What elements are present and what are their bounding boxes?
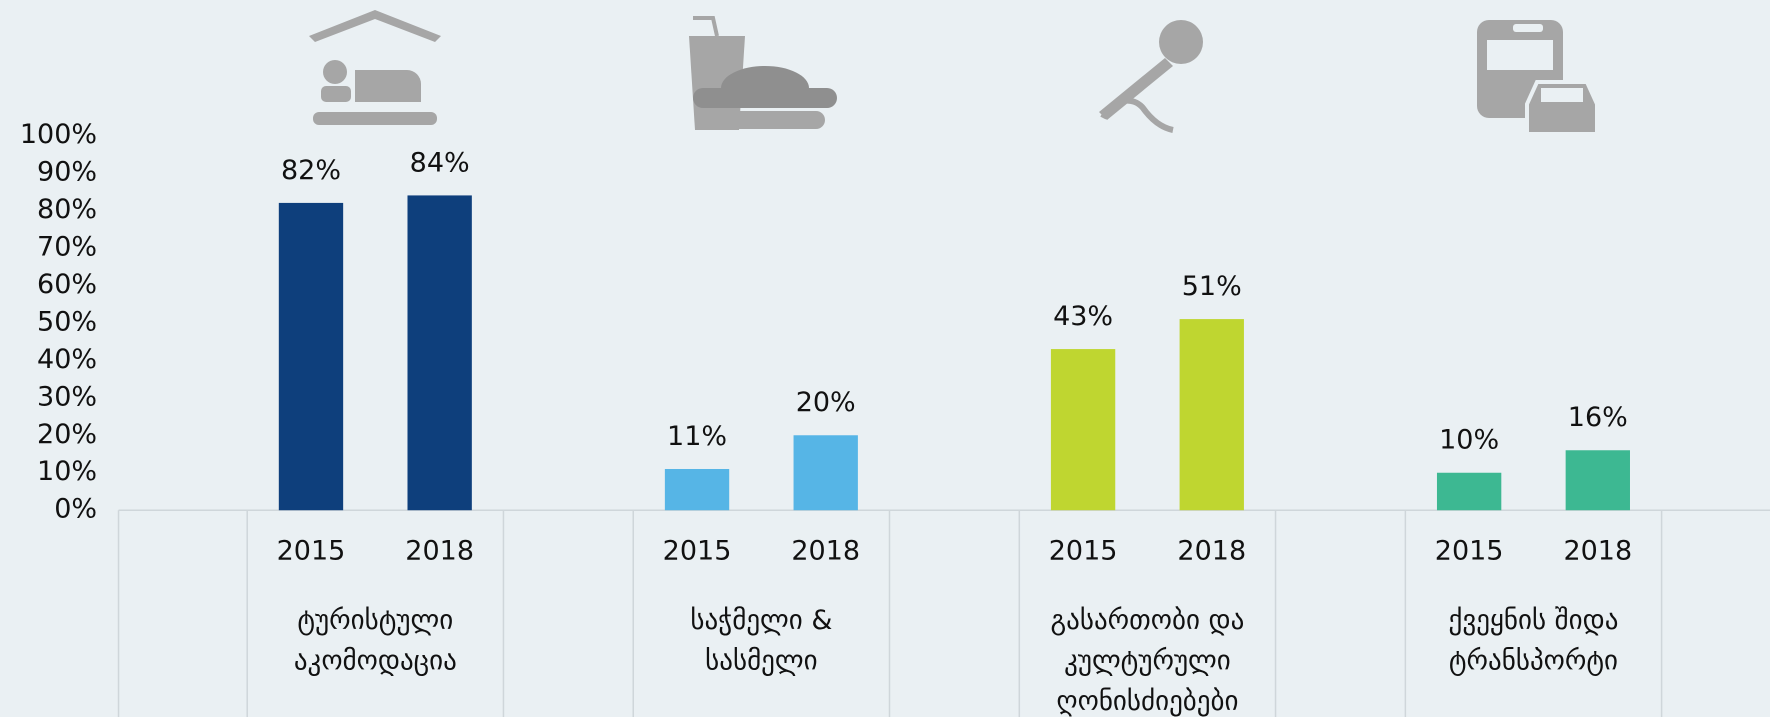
x-tick-label: 2015	[663, 535, 732, 566]
bar	[1050, 349, 1116, 511]
x-tick-label: 2018	[1177, 535, 1246, 566]
x-tick-label: 2018	[405, 535, 474, 566]
y-tick-label: 40%	[37, 344, 97, 375]
y-tick-label: 30%	[37, 381, 97, 412]
value-label: 84%	[410, 147, 470, 178]
category-label: საჭმელი & სასმელი	[690, 604, 832, 676]
value-label: 51%	[1182, 271, 1242, 302]
icon-bed	[309, 10, 441, 125]
category-label: ქვეყნის შიდა ტრანსპორტი	[1449, 604, 1619, 676]
x-tick-label: 2015	[1049, 535, 1118, 566]
y-tick-label: 80%	[37, 194, 97, 225]
icon-microphone	[1099, 20, 1203, 133]
category-label: ტურისტული აკომოდაცია	[294, 604, 457, 676]
icon-transport	[1477, 20, 1599, 136]
bar	[1436, 472, 1502, 511]
icon-food	[689, 16, 837, 130]
bar	[1179, 319, 1244, 511]
value-label: 11%	[667, 421, 727, 452]
bar	[278, 202, 344, 511]
value-label: 20%	[796, 387, 856, 418]
y-tick-label: 20%	[37, 419, 97, 450]
value-label: 43%	[1053, 301, 1113, 332]
y-tick-label: 0%	[54, 494, 97, 525]
value-label: 10%	[1439, 425, 1499, 456]
bar	[407, 195, 472, 511]
x-tick-label: 2018	[1563, 535, 1632, 566]
value-label: 16%	[1568, 402, 1628, 433]
y-tick-label: 10%	[37, 456, 97, 487]
value-label: 82%	[281, 155, 341, 186]
y-tick-label: 100%	[20, 119, 97, 150]
category-label: გასართობი და კულტურული ღონისძიებები	[1050, 604, 1244, 716]
y-tick-label: 90%	[37, 156, 97, 187]
x-tick-label: 2018	[791, 535, 860, 566]
y-tick-label: 60%	[37, 269, 97, 300]
x-tick-label: 2015	[277, 535, 346, 566]
y-tick-label: 70%	[37, 231, 97, 262]
bar	[664, 468, 730, 511]
y-tick-label: 50%	[37, 306, 97, 337]
x-tick-label: 2015	[1435, 535, 1504, 566]
bar	[1565, 450, 1630, 511]
bar	[793, 435, 858, 511]
